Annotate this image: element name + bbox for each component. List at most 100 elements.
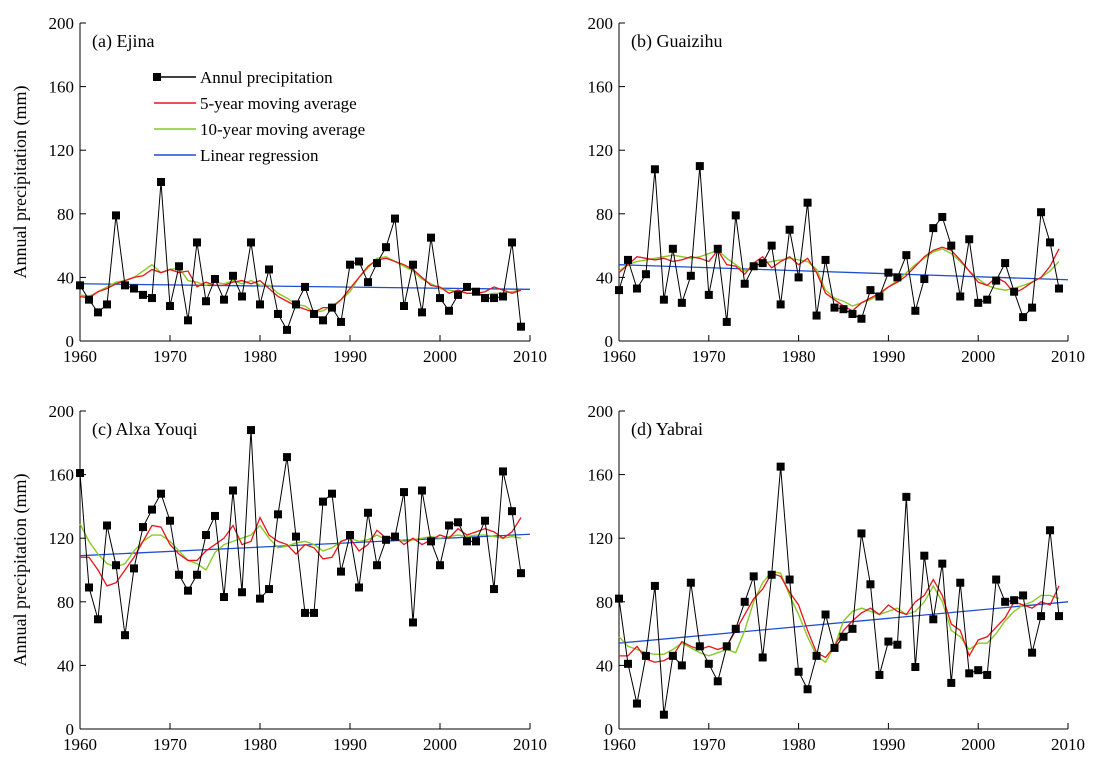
annual-point: [328, 489, 336, 498]
annual-point: [920, 274, 929, 283]
panel-title: (d) Yabrai: [631, 419, 703, 440]
annual-point: [740, 279, 749, 288]
annual-point: [85, 583, 93, 592]
legend-label-annual: Annul precipitation: [200, 68, 333, 87]
y-tick-label: 200: [49, 402, 75, 421]
annual-point: [355, 583, 363, 592]
annual-point: [821, 255, 830, 264]
annual-point: [139, 523, 147, 532]
annual-point: [650, 165, 659, 174]
annual-point: [875, 670, 884, 679]
annual-point: [382, 243, 390, 252]
annual-point: [866, 286, 875, 295]
x-tick-label: 1990: [333, 347, 367, 366]
annual-point: [938, 559, 947, 568]
annual-point: [722, 317, 731, 326]
annual-point: [812, 311, 821, 320]
annual-point: [130, 284, 138, 293]
annual-point: [902, 251, 911, 260]
annual-point: [166, 516, 174, 525]
annual-point: [112, 561, 120, 570]
annual-point: [615, 286, 623, 295]
annual-point: [112, 211, 120, 220]
annual-point: [364, 508, 372, 517]
annual-point: [364, 278, 372, 287]
x-tick-label: 2000: [961, 347, 995, 366]
x-tick-label: 1980: [243, 735, 277, 754]
legend-label-ma5: 5-year moving average: [200, 94, 357, 113]
annual-point: [94, 308, 102, 317]
chart-panel-1: 0 40 80 120 160 200 1960 1970 1980 1990 2000 2010 (a…: [10, 14, 547, 366]
annual-point: [803, 685, 812, 694]
annual-point: [704, 659, 713, 668]
annual-point: [166, 302, 174, 311]
ten-year-average-line: [618, 570, 1060, 664]
annual-point: [857, 314, 866, 323]
x-tick-label: 1970: [153, 347, 187, 366]
annual-point: [436, 561, 444, 570]
annual-point: [623, 659, 632, 668]
annual-point: [785, 225, 794, 234]
annual-point: [758, 259, 767, 268]
annual-point: [490, 585, 498, 594]
annual-point: [623, 255, 632, 264]
annual-point: [337, 317, 345, 326]
annual-point: [1001, 259, 1010, 268]
annual-point: [265, 585, 273, 594]
x-tick-label: 1990: [333, 735, 367, 754]
annual-point: [668, 651, 677, 660]
annual-point: [274, 309, 282, 318]
y-tick-label: 160: [588, 78, 614, 97]
annual-point: [902, 492, 911, 501]
annual-point: [641, 651, 650, 660]
annual-point: [668, 244, 677, 253]
y-tick-label: 40: [57, 656, 74, 675]
annual-point: [247, 426, 255, 435]
annual-point: [76, 281, 84, 290]
annual-point: [355, 257, 363, 266]
annual-point: [974, 666, 983, 675]
annual-point: [238, 292, 246, 301]
annual-point: [1046, 238, 1055, 247]
annual-point: [76, 469, 84, 478]
annual-point: [848, 624, 857, 633]
annual-point: [749, 262, 758, 271]
annual-point: [884, 637, 893, 646]
annual-point: [965, 669, 974, 678]
x-tick-label: 1960: [602, 735, 636, 754]
annual-point: [238, 588, 246, 597]
x-tick-label: 1960: [63, 347, 97, 366]
annual-point: [193, 238, 201, 247]
x-tick-label: 2010: [513, 347, 547, 366]
y-tick-label: 120: [588, 529, 614, 548]
annual-point: [184, 316, 192, 325]
annual-point: [686, 578, 695, 587]
y-tick-label: 40: [57, 268, 74, 287]
annual-point: [695, 642, 704, 651]
annual-point: [1010, 287, 1019, 296]
y-axis-label: Annual precipitation (mm): [10, 474, 31, 667]
annual-point: [839, 632, 848, 641]
annual-point: [965, 235, 974, 244]
annual-point: [731, 624, 740, 633]
annual-point: [220, 593, 228, 602]
annual-point: [121, 631, 129, 640]
annual-point: [202, 297, 210, 306]
annual-point: [373, 561, 381, 570]
annual-point: [274, 510, 282, 519]
annual-point: [893, 640, 902, 649]
annual-point: [650, 581, 659, 590]
annual-point: [1028, 648, 1037, 657]
annual-point: [454, 290, 462, 299]
x-tick-label: 1960: [63, 735, 97, 754]
annual-point: [121, 281, 129, 290]
annual-point: [445, 306, 453, 315]
annual-point: [785, 575, 794, 584]
x-tick-label: 2000: [423, 347, 457, 366]
x-tick-label: 1980: [243, 347, 277, 366]
annual-point: [292, 300, 300, 309]
annual-point: [265, 265, 273, 274]
annual-point: [1019, 313, 1028, 322]
y-tick-label: 200: [588, 402, 614, 421]
annual-point: [508, 238, 516, 247]
